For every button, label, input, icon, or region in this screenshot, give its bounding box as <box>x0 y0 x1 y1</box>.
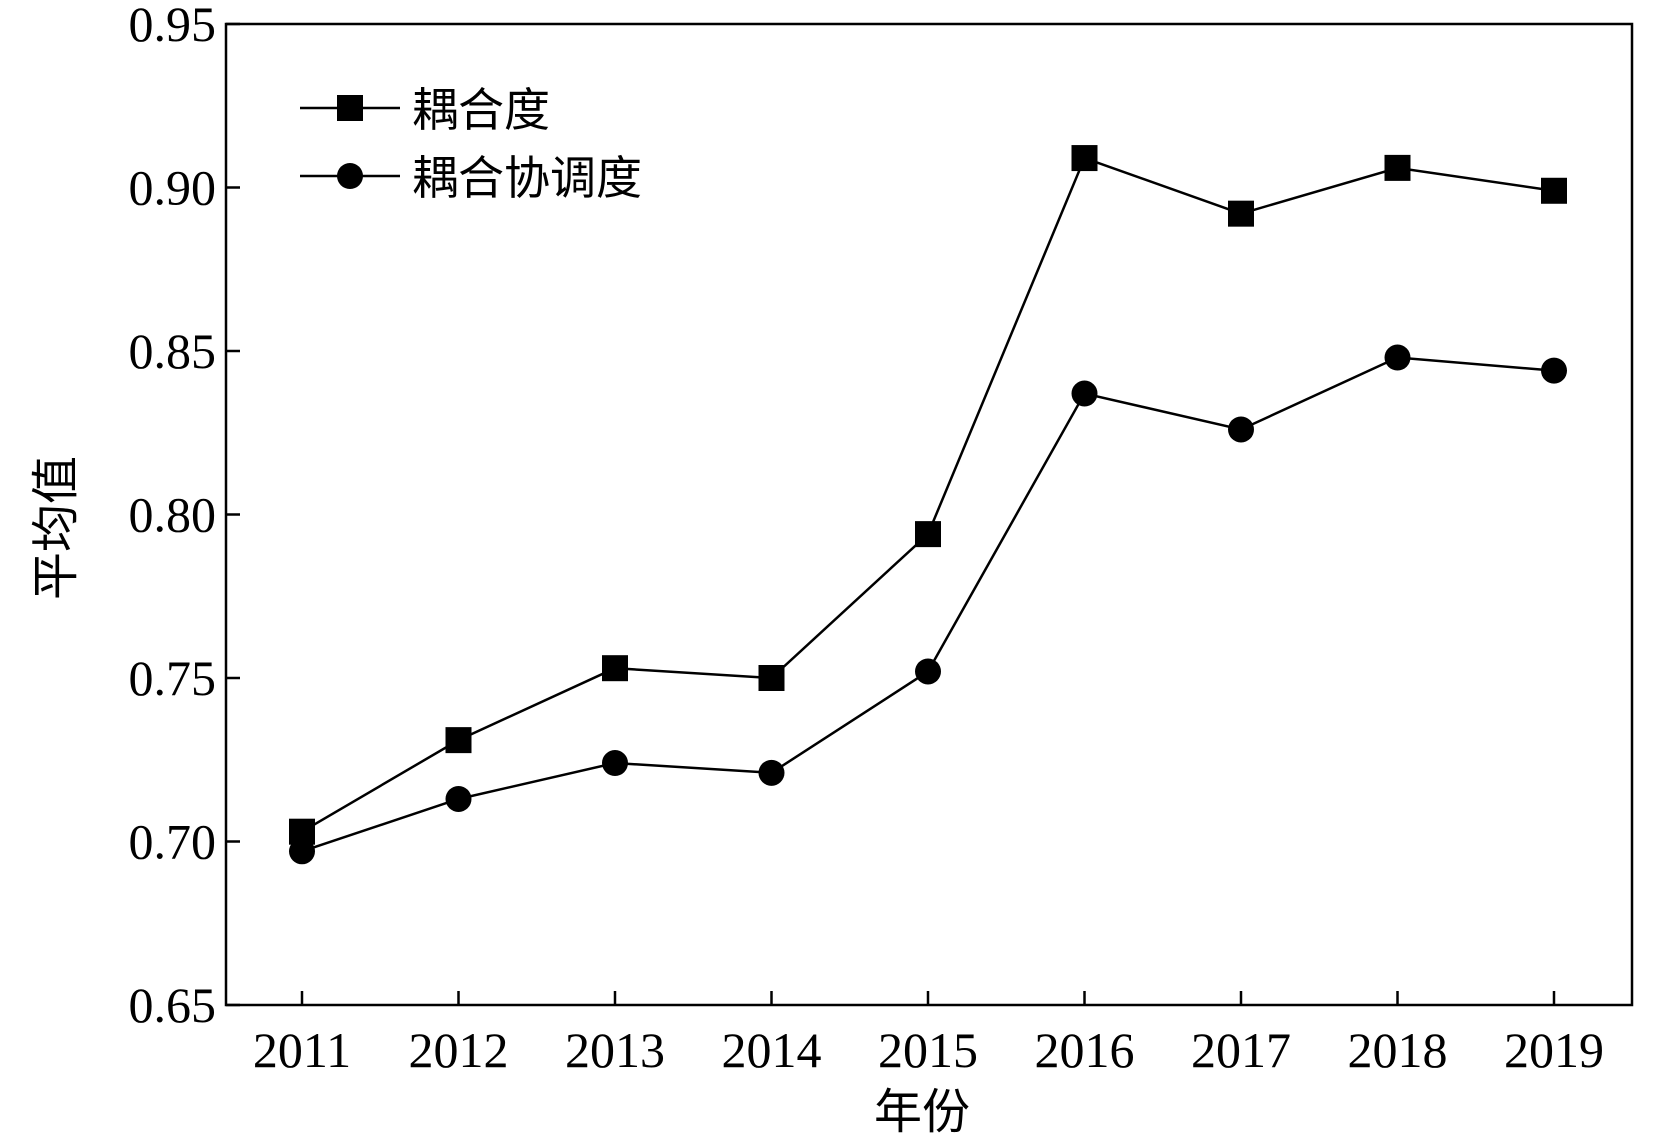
y-tick-label: 0.80 <box>129 487 217 543</box>
y-tick-label: 0.90 <box>129 160 217 216</box>
x-tick-label: 2019 <box>1504 1022 1604 1078</box>
series-line <box>301 356 1555 853</box>
legend-marker <box>337 95 363 121</box>
y-axis: 0.65 0.70 0.75 0.80 0.85 0.90 0.95 <box>129 0 240 1033</box>
x-tick-label: 2018 <box>1348 1022 1448 1078</box>
data-point-square <box>1384 154 1411 181</box>
legend-item: 耦合协调度 <box>300 151 642 205</box>
x-axis: 2011 2012 2013 2014 2015 2016 2017 2018 2019 <box>253 991 1604 1078</box>
data-point-square <box>758 665 785 691</box>
data-point-square <box>1071 145 1098 172</box>
data-point-circle <box>1541 357 1567 384</box>
x-tick-label: 2015 <box>878 1022 978 1078</box>
x-axis-title: 年份 <box>874 1084 970 1140</box>
data-point-circle <box>602 750 628 777</box>
data-point-circle <box>1384 344 1411 371</box>
data-point-circle <box>915 658 941 685</box>
x-tick-label: 2013 <box>565 1022 665 1078</box>
x-tick-label: 2014 <box>722 1022 822 1078</box>
y-tick-label: 0.75 <box>129 650 217 706</box>
legend-marker <box>337 163 363 189</box>
x-tick-label: 2011 <box>253 1022 351 1078</box>
data-point-circle <box>1071 380 1098 407</box>
data-point-square <box>1228 200 1254 227</box>
series-layer <box>289 145 1567 865</box>
y-axis-title: 平均值 <box>28 456 84 600</box>
series-2 <box>289 344 1567 865</box>
data-point-circle <box>758 759 785 786</box>
x-tick-label: 2012 <box>409 1022 509 1078</box>
x-tick-label: 2016 <box>1035 1022 1135 1078</box>
legend-label: 耦合协调度 <box>412 151 642 205</box>
data-point-square <box>1541 177 1567 204</box>
data-point-circle <box>289 838 315 865</box>
y-tick-label: 0.65 <box>129 977 217 1033</box>
data-point-square <box>602 655 628 682</box>
series-1 <box>289 145 1567 845</box>
legend-item: 耦合度 <box>300 83 550 137</box>
data-point-circle <box>1228 416 1254 443</box>
legend-label: 耦合度 <box>412 83 550 137</box>
series-line <box>301 156 1555 833</box>
x-tick-label: 2017 <box>1191 1022 1291 1078</box>
data-point-circle <box>445 785 472 812</box>
data-point-square <box>445 727 472 754</box>
y-tick-label: 0.95 <box>129 0 217 52</box>
y-tick-label: 0.70 <box>129 814 217 870</box>
y-tick-label: 0.85 <box>129 323 217 379</box>
data-point-square <box>915 521 941 548</box>
